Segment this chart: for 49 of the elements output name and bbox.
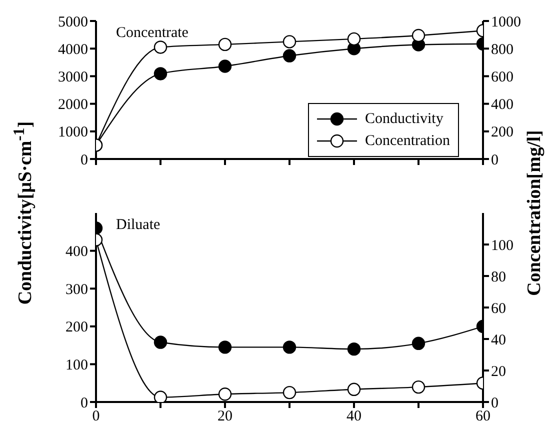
point (218, 388, 232, 401)
point (218, 60, 232, 73)
y-tick-label: 5000 (58, 14, 88, 30)
y-tick-label: 200 (66, 320, 88, 336)
point (412, 336, 426, 350)
y-tick-label: 1000 (58, 124, 88, 141)
legend-label: Concentration (365, 132, 450, 150)
y-tick-label: 2000 (58, 97, 88, 114)
point (282, 49, 296, 62)
y-tick-label: 100 (66, 358, 88, 374)
point (347, 342, 361, 356)
y-tick-label: 3000 (58, 70, 88, 86)
chart-title: Concentrate (116, 25, 188, 42)
point (347, 382, 361, 396)
x-tick-label: 60 (476, 408, 490, 425)
point (412, 380, 426, 394)
x-tick-label: 40 (346, 408, 362, 425)
point (282, 35, 296, 48)
point (282, 340, 296, 354)
y2-tick-label: 600 (491, 70, 514, 86)
x-tick-label: 20 (218, 408, 232, 425)
y2-tick-label: 400 (491, 97, 514, 114)
y2-tick-label: 200 (491, 124, 514, 141)
y2-tick-label: 100 (491, 238, 514, 254)
y2-tick-label: 60 (491, 300, 506, 317)
y2-tick-label: 0 (491, 395, 498, 412)
y-tick-label: 400 (66, 244, 88, 260)
point (347, 32, 361, 46)
y2-tick-label: 800 (491, 42, 514, 58)
y-tick-label: 4000 (58, 42, 88, 58)
point (218, 38, 232, 52)
y2-tick-label: 0 (491, 152, 498, 168)
y-tick-label: 0 (80, 152, 88, 168)
point (154, 336, 168, 349)
y-tick-label: 0 (80, 395, 88, 412)
point (154, 67, 168, 80)
legend-label: Conductivity (365, 110, 444, 128)
y2-tick-label: 80 (491, 269, 506, 286)
point (154, 390, 168, 402)
y2-axis-title: Concentration[mg/l] (524, 130, 546, 296)
y2-tick-label: 40 (491, 332, 506, 348)
point (218, 340, 232, 354)
point (282, 386, 296, 400)
y2-tick-label: 20 (491, 364, 506, 380)
x-tick-label: 0 (92, 408, 100, 425)
chart-title: Diluate (116, 217, 160, 234)
y2-tick-label: 1000 (491, 14, 521, 30)
point (412, 28, 426, 42)
y-tick-label: 300 (66, 282, 88, 298)
